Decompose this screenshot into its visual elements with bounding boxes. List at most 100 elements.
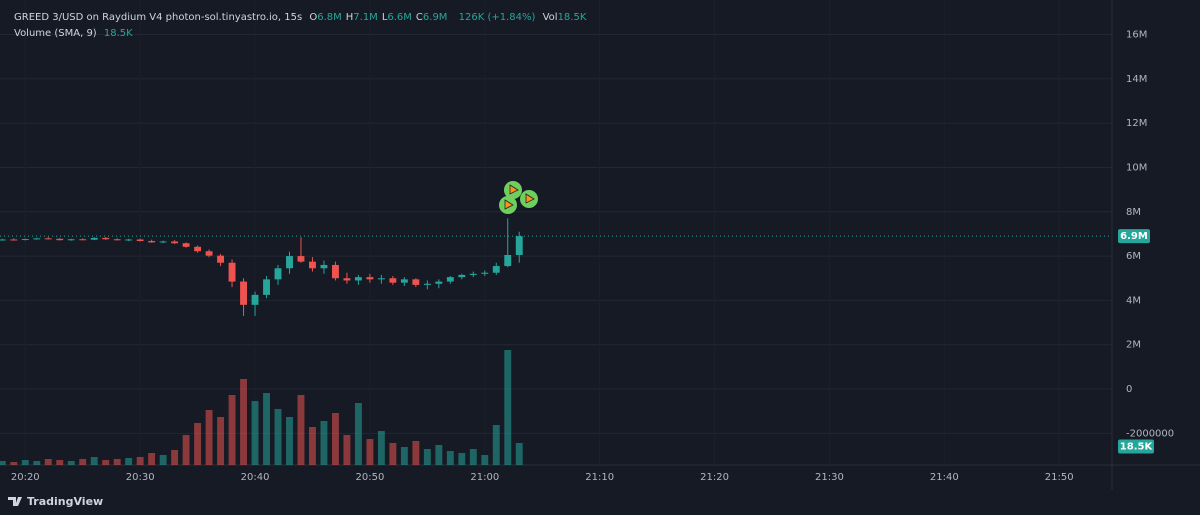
- volume-bar: [21, 460, 29, 465]
- y-tick-label: 14M: [1126, 74, 1147, 85]
- candle-body: [240, 281, 247, 305]
- candle-body: [400, 279, 408, 283]
- candle-body: [194, 246, 202, 252]
- x-tick-label: 20:40: [241, 472, 270, 483]
- volume-bar: [286, 417, 293, 465]
- volume-bar: [102, 460, 110, 465]
- y-tick-label: 8M: [1126, 207, 1141, 218]
- indicator-title: Volume (SMA, 9): [14, 28, 97, 39]
- x-tick-label: 21:30: [815, 472, 844, 483]
- volume-bar: [469, 449, 477, 465]
- candle-body: [228, 262, 236, 282]
- volume-bar: [412, 441, 420, 465]
- volume-bar: [354, 403, 362, 465]
- vol-value: 18.5K: [557, 12, 587, 23]
- volume-bar: [446, 451, 454, 465]
- x-tick-label: 21:40: [930, 472, 959, 483]
- volume-bar: [297, 395, 305, 465]
- y-tick-label: -2000000: [1126, 428, 1174, 439]
- last-volume-label: 18.5K: [1120, 442, 1154, 453]
- candle-body: [21, 239, 29, 241]
- candle-body: [10, 239, 18, 241]
- ohlc-key: L: [381, 12, 388, 23]
- x-tick-label: 20:50: [355, 472, 384, 483]
- candle-body: [205, 251, 213, 256]
- volume-bar: [377, 431, 385, 465]
- candle-body: [217, 255, 225, 263]
- candle-body: [44, 238, 52, 240]
- candle-body: [67, 239, 75, 241]
- x-tick-label: 20:30: [126, 472, 155, 483]
- candle-body: [286, 256, 293, 269]
- candle-body: [263, 279, 270, 295]
- volume-bar: [44, 459, 52, 465]
- indicator-value: 18.5K: [103, 28, 133, 39]
- candle-body: [159, 241, 167, 243]
- symbol-title: GREED 3/USD on Raydium V4 photon-sol.tin…: [14, 12, 303, 23]
- volume-bar: [309, 427, 316, 465]
- candle-body: [90, 237, 98, 240]
- candle-body: [102, 237, 110, 240]
- candle-body: [274, 268, 282, 280]
- x-tick-label: 20:20: [11, 472, 40, 483]
- volume-bar: [228, 395, 236, 465]
- candle-body: [136, 239, 144, 242]
- volume-bar: [400, 447, 408, 465]
- ohlc-key: H: [345, 12, 354, 23]
- volume-bar: [240, 379, 247, 465]
- volume-bar: [125, 458, 133, 465]
- volume-bar: [205, 410, 213, 465]
- x-tick-label: 21:10: [585, 472, 614, 483]
- volume-bar: [274, 409, 282, 465]
- candle-body: [435, 281, 443, 284]
- candle-body: [469, 273, 477, 275]
- legend-volume: Volume (SMA, 9) 18.5K: [14, 28, 137, 39]
- volume-bar: [320, 421, 328, 465]
- ohlc-value: 7.1M: [353, 12, 378, 23]
- volume-bar: [79, 459, 87, 465]
- tv-logo: TradingView: [8, 495, 103, 508]
- ohlc-key: C: [415, 12, 423, 23]
- brand: TradingView: [27, 495, 103, 508]
- candle-body: [389, 278, 397, 283]
- change: 126K (+1.84%): [458, 12, 536, 23]
- candle-body: [251, 294, 259, 305]
- volume-bar: [171, 450, 179, 465]
- x-tick-label: 21:50: [1045, 472, 1074, 483]
- x-tick-label: 21:00: [470, 472, 499, 483]
- last-price-label: 6.9M: [1120, 231, 1148, 242]
- volume-bar: [423, 449, 431, 465]
- volume-bar: [263, 393, 270, 465]
- volume-bar: [343, 435, 351, 465]
- volume-bar: [33, 461, 41, 465]
- candle-body: [504, 254, 512, 267]
- y-tick-label: 6M: [1126, 251, 1141, 262]
- candle-body: [423, 283, 431, 285]
- volume-bar: [148, 453, 156, 465]
- volume-bar: [389, 443, 397, 465]
- candle-body: [148, 241, 156, 243]
- candle-body: [56, 238, 64, 241]
- candle-body: [320, 264, 328, 269]
- candle-body: [182, 243, 190, 247]
- candle-body: [412, 279, 420, 285]
- candle-body: [515, 236, 523, 255]
- candle-body: [297, 256, 305, 262]
- volume-bar: [10, 462, 18, 465]
- x-tick-label: 21:20: [700, 472, 729, 483]
- y-tick-label: 12M: [1126, 118, 1147, 129]
- last-volume-tag: [1118, 439, 1154, 454]
- marker-icon: [504, 199, 514, 210]
- volume-bar: [435, 445, 443, 465]
- ohlc-value: 6.9M: [422, 12, 448, 23]
- ohlc-value: 6.8M: [317, 12, 342, 23]
- volume-bar: [481, 455, 489, 465]
- y-tick-label: 2M: [1126, 340, 1141, 351]
- volume-bar: [251, 401, 259, 465]
- volume-bar: [136, 457, 144, 465]
- candle-body: [331, 264, 339, 279]
- logo-icon: [8, 497, 22, 506]
- volume-bar: [331, 413, 339, 465]
- candle-body: [171, 241, 179, 244]
